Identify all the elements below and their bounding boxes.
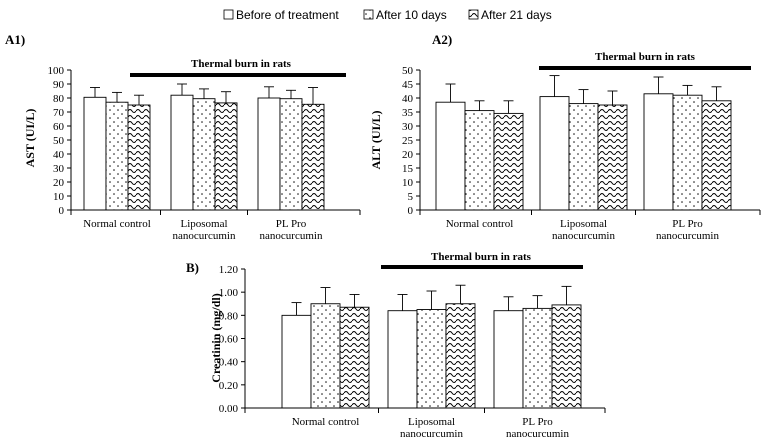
legend-item-before: Before of treatment [223,8,339,22]
y-tick-label: 0 [408,205,414,217]
y-tick-label: 0.40 [219,357,239,369]
x-tick-label: Normal control [446,218,514,230]
x-tick-label: Normal control [292,416,360,428]
bar-before [170,94,194,211]
x-tick-label: nanocurcumin [552,230,615,242]
bar-before [493,310,524,409]
y-tick-label: 10 [53,191,65,203]
x-tick-label: PL Pro [672,218,703,230]
bar-10days [522,307,553,409]
y-axis-label-b: Creatinin (mg/dl) [209,293,223,382]
y-tick-label: 0.00 [219,403,239,415]
y-tick-label: 100 [48,65,65,77]
bar-10days [105,101,129,211]
x-tick-label: PL Pro [276,218,307,230]
bar-21days [339,306,370,409]
bar-10days [672,94,703,211]
legend-item-21days: After 21 days [468,8,552,22]
y-tick-label: 80 [53,93,65,105]
panel-label-a1: A1) [5,32,25,47]
bar-before [539,96,570,211]
chart-panel-a2: A2) Thermal burn in rats ALT (UI/L) 0 5 10… [369,32,761,242]
bar-21days [551,304,582,409]
x-tick-label: Liposomal [180,218,227,230]
y-tick-label: 50 [402,65,414,77]
chart-panel-a1: A1) Thermal burn in rats AST (UI/L) 0 10 2… [5,32,361,242]
legend-swatch-before [223,9,234,20]
bar-21days [301,103,325,211]
x-tick-label: nanocurcumin [400,428,463,440]
bar-21days [445,303,476,409]
bar-21days [214,102,238,211]
x-tick-label: nanocurcumin [173,230,236,242]
bar-10days [568,103,599,211]
y-tick-label: 15 [402,163,414,175]
banner-text-a2: Thermal burn in rats [595,51,696,63]
x-tick-label: nanocurcumin [506,428,569,440]
legend-swatch-10days [363,9,374,20]
y-tick-label: 1.00 [219,287,239,299]
bar-before [643,93,674,211]
y-tick-label: 5 [408,191,414,203]
banner-text-b: Thermal burn in rats [431,251,532,263]
bar-before [83,96,107,211]
bar-21days [127,104,151,211]
bar-21days [493,112,524,211]
y-tick-label: 0.80 [219,310,239,322]
bar-before [387,310,418,409]
x-tick-label: nanocurcumin [260,230,323,242]
y-tick-label: 0.20 [219,380,239,392]
y-tick-label: 30 [402,121,414,133]
y-tick-label: 40 [53,149,65,161]
x-tick-label: nanocurcumin [656,230,719,242]
y-tick-label: 40 [402,93,414,105]
bar-10days [310,303,341,409]
y-tick-label: 20 [53,177,65,189]
panel-label-a2: A2) [432,32,452,47]
y-tick-label: 50 [53,135,65,147]
legend-item-10days: After 10 days [363,8,447,22]
y-tick-label: 0.60 [219,334,239,346]
y-tick-label: 25 [402,135,414,147]
legend-label-10days: After 10 days [376,8,447,22]
banner-text-a1: Thermal burn in rats [191,58,292,70]
y-axis-label-a1: AST (UI/L) [23,109,37,168]
bar-before [257,97,281,211]
y-tick-label: 70 [53,107,65,119]
y-tick-label: 90 [53,79,65,91]
bar-before [435,101,466,211]
bar-before [281,314,312,409]
chart-panel-b: B) Thermal burn in rats Creatinin (mg/dl… [186,251,606,440]
x-tick-label: PL Pro [522,416,553,428]
x-tick-label: Normal control [83,218,151,230]
bar-21days [597,104,628,211]
y-tick-label: 10 [402,177,414,189]
y-tick-label: 30 [53,163,65,175]
y-tick-label: 0 [59,205,65,217]
y-axis-label-a2: ALT (UI/L) [369,110,383,169]
legend-label-before: Before of treatment [236,8,339,22]
legend: Before of treatment After 10 days After … [223,8,552,22]
x-tick-label: Liposomal [560,218,607,230]
y-tick-label: 20 [402,149,414,161]
bar-10days [416,309,447,409]
y-tick-label: 1.20 [219,264,239,276]
y-tick-label: 60 [53,121,65,133]
x-tick-label: Liposomal [408,416,455,428]
legend-label-21days: After 21 days [481,8,552,22]
panel-label-b: B) [186,260,199,275]
bar-10days [279,98,303,211]
legend-swatch-21days [468,9,479,20]
y-tick-label: 35 [402,107,414,119]
y-tick-label: 45 [402,79,414,91]
bar-10days [464,110,495,211]
bar-21days [701,100,732,211]
bar-10days [192,98,216,211]
